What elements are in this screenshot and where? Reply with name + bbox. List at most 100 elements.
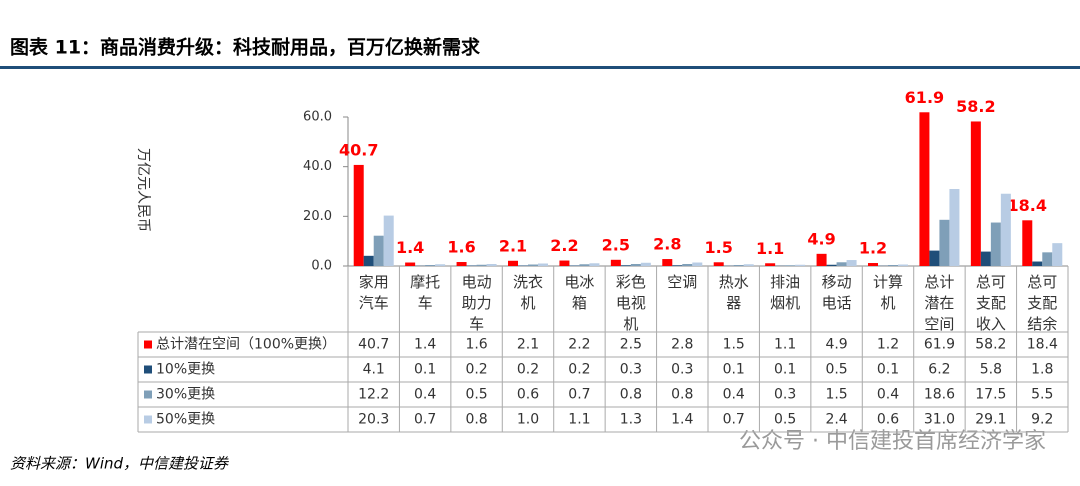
bar <box>1052 243 1063 266</box>
table-cell: 0.1 <box>877 362 899 378</box>
bar <box>630 264 641 266</box>
x-tick-line: 移动 <box>822 273 852 291</box>
table-cell: 17.5 <box>975 387 1006 403</box>
bar <box>970 121 981 266</box>
x-tick-line: 汽车 <box>359 294 389 312</box>
table-cell: 0.8 <box>465 412 487 428</box>
table-cell: 29.1 <box>975 412 1006 428</box>
x-tick-line: 助力 <box>462 294 492 312</box>
table-cell: 0.1 <box>723 362 745 378</box>
table-cell: 18.6 <box>924 387 955 403</box>
x-tick-line: 摩托 <box>410 273 440 291</box>
bar <box>435 264 446 266</box>
table-cell: 20.3 <box>358 412 389 428</box>
legend-swatch <box>144 415 152 424</box>
x-tick-line: 支配 <box>976 294 1006 312</box>
x-tick-label: 热水器 <box>719 273 749 312</box>
bar <box>405 262 416 266</box>
table-cell: 0.6 <box>517 387 539 403</box>
legend-label: 30%更换 <box>156 386 215 403</box>
bar <box>990 222 1001 266</box>
data-label: 1.4 <box>396 238 424 257</box>
table-cell: 1.5 <box>723 337 745 353</box>
x-tick-label: 移动电话 <box>822 273 852 312</box>
table-cell: 0.8 <box>620 387 642 403</box>
data-label: 40.7 <box>339 140 378 159</box>
bar <box>486 264 497 266</box>
bar <box>733 265 744 266</box>
x-tick-line: 潜在 <box>924 294 954 312</box>
data-label: 2.5 <box>602 235 630 254</box>
x-tick-label: 家用汽车 <box>359 273 389 312</box>
bar <box>640 262 651 266</box>
data-label: 18.4 <box>1008 196 1047 215</box>
x-tick-label: 总可支配结余 <box>1027 273 1057 333</box>
table-cell: 0.1 <box>414 362 436 378</box>
bar <box>1032 261 1043 266</box>
bar <box>919 112 930 266</box>
data-label: 1.6 <box>447 238 475 257</box>
table-cell: 0.4 <box>414 387 436 403</box>
x-tick-line: 总计 <box>924 273 954 291</box>
bar <box>559 260 570 266</box>
bar <box>929 250 940 266</box>
data-label: 1.1 <box>756 239 784 258</box>
x-tick-line: 结余 <box>1027 315 1057 333</box>
table-cell: 0.2 <box>517 362 539 378</box>
bar <box>1000 193 1011 266</box>
x-tick-line: 彩色 <box>616 273 646 291</box>
x-tick-label: 摩托车 <box>410 273 440 312</box>
table-cell: 0.4 <box>877 387 899 403</box>
table-cell: 18.4 <box>1027 337 1058 353</box>
bar <box>765 263 776 266</box>
table-cell: 2.5 <box>620 337 642 353</box>
x-tick-line: 洗衣 <box>513 273 543 291</box>
table-cell: 1.2 <box>877 337 899 353</box>
x-tick-line: 器 <box>726 294 741 312</box>
x-tick-line: 收入 <box>976 315 1006 333</box>
x-tick-line: 空间 <box>924 315 954 333</box>
table-cell: 1.6 <box>465 337 487 353</box>
bar <box>538 263 548 266</box>
table-cell: 4.9 <box>825 337 847 353</box>
bar <box>1022 220 1033 266</box>
y-tick-label: 60.0 <box>303 110 332 125</box>
table-cell: 1.1 <box>774 337 796 353</box>
legend-label: 总计潜在空间（100%更换） <box>156 336 336 353</box>
x-tick-label: 总可支配收入 <box>976 273 1006 333</box>
x-tick-label: 洗衣机 <box>513 273 543 312</box>
bar <box>456 262 467 266</box>
bar <box>949 189 960 266</box>
bar <box>868 263 878 266</box>
bar <box>836 262 847 266</box>
bar <box>579 264 590 266</box>
bar <box>1042 252 1053 266</box>
legend-swatch <box>144 340 152 349</box>
x-tick-label: 电冰箱 <box>564 273 594 312</box>
chart-title: 图表 11：商品消费升级：科技耐用品，百万亿换新需求 <box>10 36 481 59</box>
table-cell: 5.8 <box>980 362 1002 378</box>
y-tick-label: 40.0 <box>303 159 332 174</box>
x-tick-label: 电动助力车 <box>462 273 492 333</box>
data-label: 2.2 <box>550 236 578 255</box>
bar <box>939 219 950 266</box>
table-cell: 0.5 <box>825 362 847 378</box>
legend-swatch <box>144 390 152 399</box>
table-cell: 0.7 <box>723 412 745 428</box>
bar <box>383 215 394 266</box>
table-cell: 31.0 <box>924 412 955 428</box>
table-cell: 6.2 <box>928 362 950 378</box>
bar <box>898 264 908 266</box>
bar <box>425 265 436 266</box>
x-tick-line: 机 <box>520 294 535 312</box>
table-cell: 0.4 <box>723 387 745 403</box>
data-label: 58.2 <box>956 97 995 116</box>
legend-swatch <box>144 365 152 374</box>
table-cell: 40.7 <box>358 337 389 353</box>
title-rule <box>0 66 1080 69</box>
x-tick-line: 排油 <box>770 273 800 291</box>
table-cell: 2.1 <box>517 337 539 353</box>
table-cell: 0.7 <box>414 412 436 428</box>
table-cell: 1.5 <box>825 387 847 403</box>
x-tick-line: 机 <box>623 315 638 333</box>
